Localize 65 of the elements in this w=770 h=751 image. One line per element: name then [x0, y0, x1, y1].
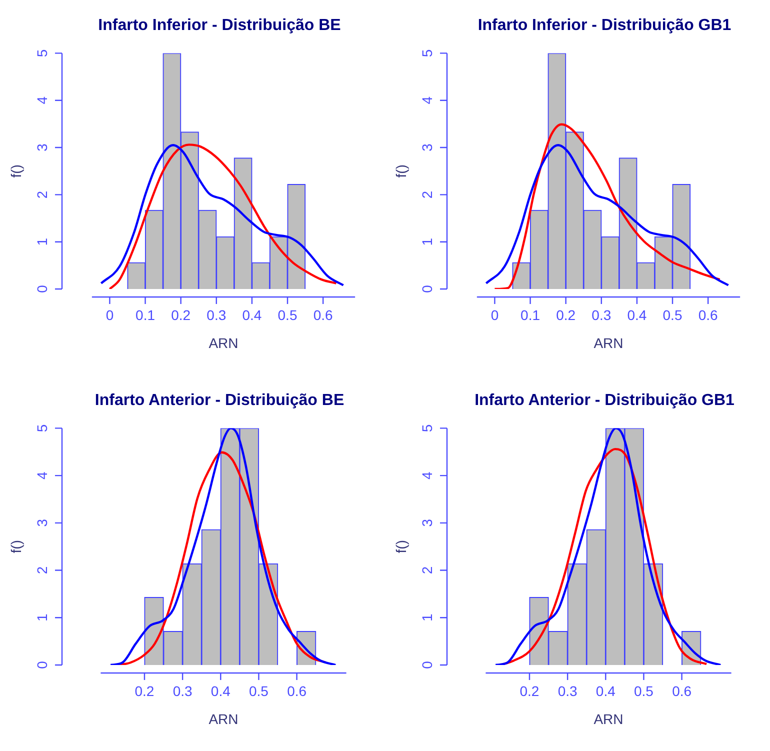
y-tick-label: 4	[418, 96, 435, 104]
y-tick-label: 5	[418, 49, 435, 58]
y-tick-label: 2	[418, 190, 435, 199]
x-tick-label: 0.3	[206, 306, 226, 323]
y-tick-label: 1	[34, 238, 50, 246]
y-tick-label: 0	[418, 284, 435, 293]
y-tick-label: 2	[34, 566, 50, 574]
line-series	[494, 428, 722, 665]
y-axis-title: f()	[392, 540, 409, 554]
y-tick-label: 3	[34, 518, 50, 527]
x-tick-label: 0	[106, 306, 114, 323]
x-axis-title: ARN	[594, 334, 624, 351]
y-tick-label: 0	[34, 284, 50, 293]
x-tick-label: 0.1	[136, 306, 156, 323]
x-tick-label: 0.2	[171, 306, 191, 323]
y-tick-label: 4	[34, 471, 50, 480]
y-axis-title: f()	[392, 164, 409, 178]
x-tick-label: 0.1	[520, 306, 540, 323]
y-tick-label: 0	[34, 660, 50, 669]
x-tick-label: 0.5	[634, 682, 654, 699]
chart-title: Infarto Inferior - Distribuição GB1	[478, 17, 732, 34]
x-axis-title: ARN	[208, 334, 238, 351]
x-tick-label: 0.2	[556, 306, 576, 323]
x-tick-label: 0.5	[278, 306, 298, 323]
line-series	[110, 428, 337, 665]
x-tick-label: 0.3	[558, 682, 578, 699]
x-axis-title: ARN	[594, 710, 624, 727]
x-tick-label: 0	[490, 306, 499, 323]
x-tick-label: 0.4	[596, 682, 616, 699]
x-tick-label: 0.4	[210, 682, 231, 699]
y-axis-title: f()	[8, 540, 24, 554]
y-tick-label: 3	[418, 143, 435, 152]
line-series	[494, 123, 721, 289]
x-tick-label: 0.6	[287, 682, 307, 699]
y-tick-label: 4	[418, 471, 435, 480]
x-axis-title: ARN	[208, 710, 238, 727]
chart-title: Infarto Anterior - Distribuição GB1	[474, 392, 735, 410]
x-tick-label: 0.3	[592, 306, 612, 323]
x-tick-label: 0.3	[172, 682, 193, 699]
x-tick-label: 0.5	[248, 682, 269, 699]
y-tick-label: 5	[34, 49, 50, 58]
y-tick-label: 1	[34, 614, 50, 622]
x-tick-label: 0.4	[627, 306, 647, 323]
x-tick-label: 0.2	[520, 682, 540, 699]
chart-title: Infarto Inferior - Distribuição BE	[98, 17, 342, 34]
x-tick-label: 0.5	[662, 306, 682, 323]
y-tick-label: 5	[34, 424, 50, 432]
x-tick-label: 0.6	[698, 306, 718, 323]
x-tick-label: 0.2	[134, 682, 154, 699]
y-tick-label: 1	[418, 614, 435, 622]
y-tick-label: 0	[418, 660, 435, 669]
chart-title: Infarto Anterior - Distribuição BE	[94, 392, 344, 410]
y-tick-label: 2	[34, 190, 50, 199]
x-tick-label: 0.6	[313, 306, 334, 323]
y-tick-label: 3	[34, 143, 50, 152]
y-tick-label: 5	[418, 424, 435, 432]
y-tick-label: 3	[418, 518, 435, 527]
line-series	[117, 451, 328, 665]
y-tick-label: 2	[418, 566, 435, 574]
y-tick-label: 1	[418, 238, 435, 246]
line-series	[485, 144, 730, 286]
y-axis-title: f()	[8, 164, 24, 178]
x-tick-label: 0.4	[242, 306, 262, 323]
y-tick-label: 4	[34, 96, 50, 104]
x-tick-label: 0.6	[672, 682, 692, 699]
